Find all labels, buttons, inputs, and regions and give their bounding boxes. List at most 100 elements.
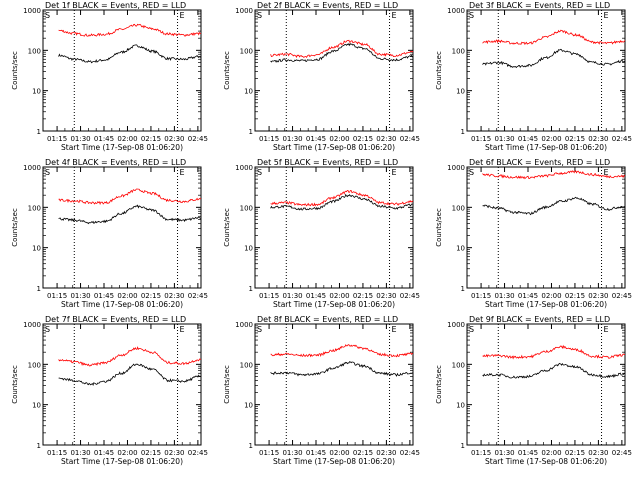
y-tick-label: 100 [240,47,253,55]
y-tick-label: 10 [456,88,465,96]
x-tick-label: 01:45 [94,449,114,457]
y-tick-label: 10 [32,402,41,410]
y-tick-label: 1 [249,128,253,136]
events-series-line [482,48,626,69]
x-tick-label: 02:45 [400,449,420,457]
y-tick-label: 1 [461,285,465,293]
y-axis-label: Counts/sec [435,51,443,90]
x-tick-label: 01:45 [518,449,538,457]
x-tick-label: 02:00 [117,135,137,143]
y-axis-label: Counts/sec [223,51,231,90]
plot-frame [254,166,414,289]
x-tick-label: 02:30 [376,135,396,143]
x-tick-label: 01:15 [47,135,67,143]
y-tick-label: 1 [37,442,41,450]
plot-frame [42,9,202,132]
y-tick-label: 10 [456,402,465,410]
plot-frame [42,166,202,289]
y-tick-label: 10 [244,402,253,410]
x-tick-label: 02:45 [188,135,208,143]
x-tick-label: 02:00 [329,292,349,300]
y-tick-label: 1 [461,128,465,136]
y-tick-label: 10 [244,245,253,253]
y-tick-label: 1 [461,442,465,450]
start-marker: S [469,168,474,177]
panel-title: Det 2f BLACK = Events, RED = LLD [257,1,398,10]
panel-8: Det 8f BLACK = Events, RED = LLD 1 10 100 10… [223,315,420,466]
panel-title: Det 7f BLACK = Events, RED = LLD [45,315,186,324]
lld-series-line [270,39,414,58]
x-tick-label: 01:15 [259,292,279,300]
end-marker: E [392,11,397,20]
start-marker: S [45,168,50,177]
y-tick-label: 100 [452,47,465,55]
end-marker: E [392,325,397,334]
x-tick-label: 01:30 [70,292,90,300]
y-tick-label: 1000 [235,321,253,329]
x-tick-label: 02:15 [141,449,161,457]
events-series-line [58,204,202,225]
y-axis-label: Counts/sec [223,365,231,404]
x-tick-label: 01:15 [47,449,67,457]
y-tick-label: 1000 [23,7,41,15]
x-tick-label: 02:15 [353,292,373,300]
x-tick-label: 02:15 [565,292,585,300]
y-tick-label: 100 [452,204,465,212]
x-tick-label: 01:45 [306,135,326,143]
y-tick-label: 10 [32,88,41,96]
start-marker: S [257,325,262,334]
x-tick-label: 02:30 [376,449,396,457]
x-tick-label: 02:00 [541,292,561,300]
start-marker: S [257,168,262,177]
lld-series-line [58,188,202,205]
lld-series-line [270,344,414,358]
y-tick-label: 1000 [447,7,465,15]
x-tick-label: 02:30 [164,449,184,457]
plot-frame [466,323,626,446]
x-tick-label: 01:30 [70,449,90,457]
x-axis-label: Start Time (17-Sep-08 01:06:20) [273,300,395,309]
x-tick-label: 01:30 [282,292,302,300]
x-tick-label: 02:15 [141,292,161,300]
y-tick-label: 100 [28,361,41,369]
events-series-line [270,361,414,377]
end-marker: E [392,168,397,177]
panel-title: Det 9f BLACK = Events, RED = LLD [469,315,610,324]
x-tick-label: 01:15 [471,135,491,143]
events-series-line [482,196,626,216]
x-tick-label: 02:00 [329,449,349,457]
events-series-line [58,363,202,387]
x-tick-label: 02:45 [188,292,208,300]
x-tick-label: 01:45 [94,292,114,300]
y-tick-label: 100 [452,361,465,369]
x-tick-label: 02:30 [164,135,184,143]
y-tick-label: 10 [32,245,41,253]
y-axis-label: Counts/sec [435,365,443,404]
x-tick-label: 02:00 [117,292,137,300]
end-marker: E [604,168,609,177]
x-tick-label: 01:45 [94,135,114,143]
x-tick-label: 01:15 [471,449,491,457]
y-tick-label: 1 [249,285,253,293]
x-tick-label: 01:30 [282,135,302,143]
y-tick-label: 1000 [235,7,253,15]
lld-series-line [58,346,202,367]
y-tick-label: 100 [28,204,41,212]
x-tick-label: 02:00 [541,135,561,143]
y-tick-label: 1 [249,442,253,450]
x-axis-label: Start Time (17-Sep-08 01:06:20) [273,143,395,152]
events-series-line [58,44,202,64]
panel-9: Det 9f BLACK = Events, RED = LLD 1 10 100 10… [435,315,632,466]
x-tick-label: 01:30 [494,449,514,457]
x-tick-label: 01:15 [471,292,491,300]
y-tick-label: 1000 [235,164,253,172]
start-marker: S [45,325,50,334]
end-marker: E [604,11,609,20]
x-tick-label: 01:30 [70,135,90,143]
x-tick-label: 02:30 [588,292,608,300]
x-tick-label: 02:15 [565,449,585,457]
x-tick-label: 01:30 [282,449,302,457]
panel-7: Det 7f BLACK = Events, RED = LLD 1 10 100 10… [11,315,208,466]
x-tick-label: 01:15 [47,292,67,300]
end-marker: E [180,11,185,20]
